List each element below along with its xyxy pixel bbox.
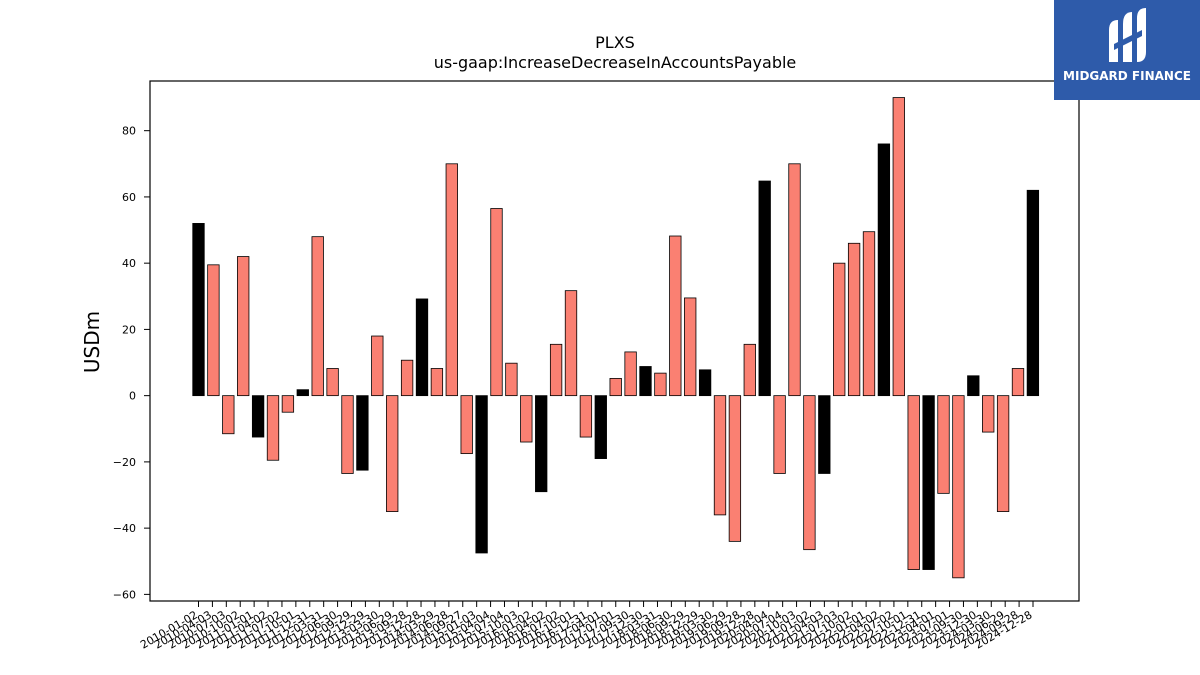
brand-badge: MIDGARD FINANCE (1054, 0, 1200, 100)
bar-quarter (847, 242, 861, 397)
chart-title: PLXS (595, 33, 635, 52)
bars-group (192, 97, 1040, 579)
brand-name: MIDGARD FINANCE (1063, 69, 1191, 83)
bar-quarter (803, 395, 816, 551)
bar-annual (192, 223, 205, 397)
bar-quarter (982, 395, 995, 433)
bar-quarter (669, 235, 682, 397)
y-axis-ticks: −60 −40 −20 0 20 40 60 80 (113, 125, 150, 601)
y-tick-label: 40 (122, 257, 136, 270)
bar-quarter (222, 395, 235, 435)
bar-quarter (1011, 368, 1025, 397)
bar-quarter (549, 343, 563, 397)
bar-quarter (937, 395, 950, 494)
y-tick-label: −20 (113, 456, 136, 469)
bar-annual (535, 395, 548, 493)
bar-annual (698, 369, 712, 397)
bar-quarter (624, 351, 637, 397)
y-tick-label: 60 (122, 191, 136, 204)
midgard-logo-icon (1109, 8, 1146, 62)
bar-annual (594, 395, 607, 459)
bar-annual (877, 143, 891, 397)
bar-quarter (892, 97, 905, 397)
bar-quarter (281, 395, 295, 413)
plot-frame (149, 80, 1080, 602)
bar-quarter (728, 395, 742, 542)
bar-annual (967, 375, 980, 397)
bar-annual (415, 298, 429, 397)
y-tick-label: 80 (122, 125, 136, 138)
bar-quarter (579, 395, 593, 438)
bar-quarter (996, 395, 1010, 512)
bar-quarter (386, 395, 399, 512)
bar-quarter (237, 256, 250, 397)
y-tick-label: −60 (113, 588, 136, 601)
bar-annual (296, 389, 309, 397)
bar-quarter (371, 335, 384, 397)
bar-annual (356, 395, 369, 471)
bar-annual (475, 395, 488, 554)
bar-quarter (713, 395, 727, 516)
bar-quarter (564, 290, 578, 397)
y-axis-label: USDm (80, 311, 104, 373)
bar-quarter (505, 362, 518, 397)
bar-quarter (788, 163, 801, 397)
bar-quarter (445, 163, 458, 397)
bar-annual (1026, 189, 1040, 397)
y-tick-label: 0 (129, 390, 136, 403)
bar-quarter (430, 368, 444, 397)
chart-subtitle: us-gaap:IncreaseDecreaseInAccountsPayabl… (434, 53, 797, 72)
bar-quarter (490, 208, 503, 397)
bar-quarter (460, 395, 473, 455)
bar-quarter (743, 343, 756, 397)
bar-annual (639, 366, 652, 397)
bar-quarter (266, 395, 280, 461)
bar-quarter (952, 395, 965, 579)
bar-annual (818, 395, 831, 474)
bar-quarter (609, 378, 622, 397)
bar-annual (251, 395, 265, 438)
bar-quarter (654, 372, 667, 397)
x-axis-ticks: 2010-01-022010-04-032010-07-032010-10-02… (138, 601, 1035, 652)
bar-quarter (833, 262, 846, 397)
bar-quarter (907, 395, 920, 570)
bar-quarter (341, 395, 354, 474)
bar-quarter (400, 359, 414, 397)
bar-quarter (773, 395, 786, 474)
bar-quarter (311, 236, 324, 397)
bar-quarter (326, 368, 339, 397)
bar-quarter (684, 297, 697, 397)
bar-annual (758, 180, 771, 397)
bar-quarter (207, 264, 220, 397)
bar-annual (922, 395, 935, 570)
bar-quarter (862, 231, 876, 397)
y-tick-label: −40 (113, 522, 136, 535)
y-tick-label: 20 (122, 323, 136, 336)
bar-quarter (520, 395, 533, 443)
